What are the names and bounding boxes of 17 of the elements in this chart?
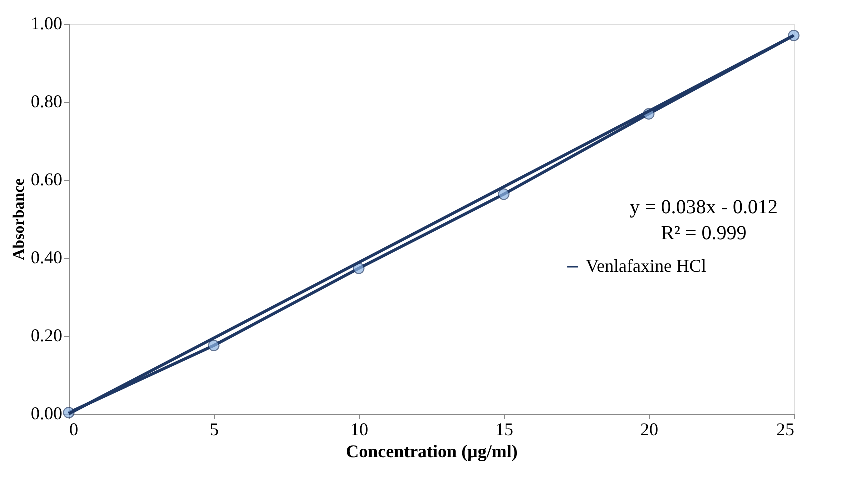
annotation: R² = 0.999 bbox=[661, 222, 747, 244]
x-tick-label: 5 bbox=[210, 420, 219, 440]
x-tick-label: 10 bbox=[350, 420, 368, 440]
y-tick-label: 0.40 bbox=[31, 248, 62, 268]
x-tick-label: 15 bbox=[496, 420, 514, 440]
x-tick-label: 0 bbox=[70, 420, 78, 440]
annotation: y = 0.038x - 0.012 bbox=[630, 196, 778, 218]
y-tick-label: 0.80 bbox=[31, 92, 62, 112]
x-tick-label: 25 bbox=[776, 420, 794, 440]
x-axis-title: Concentration (µg/ml) bbox=[346, 442, 518, 462]
y-tick-label: 0.60 bbox=[31, 170, 62, 190]
y-tick-label: 1.00 bbox=[31, 14, 62, 34]
y-tick-label: 0.20 bbox=[31, 326, 62, 346]
y-tick-label: 0.00 bbox=[31, 404, 62, 424]
y-axis-title: Absorbance bbox=[11, 178, 28, 260]
legend-label: Venlafaxine HCl bbox=[586, 256, 706, 276]
x-tick-label: 20 bbox=[640, 420, 658, 440]
